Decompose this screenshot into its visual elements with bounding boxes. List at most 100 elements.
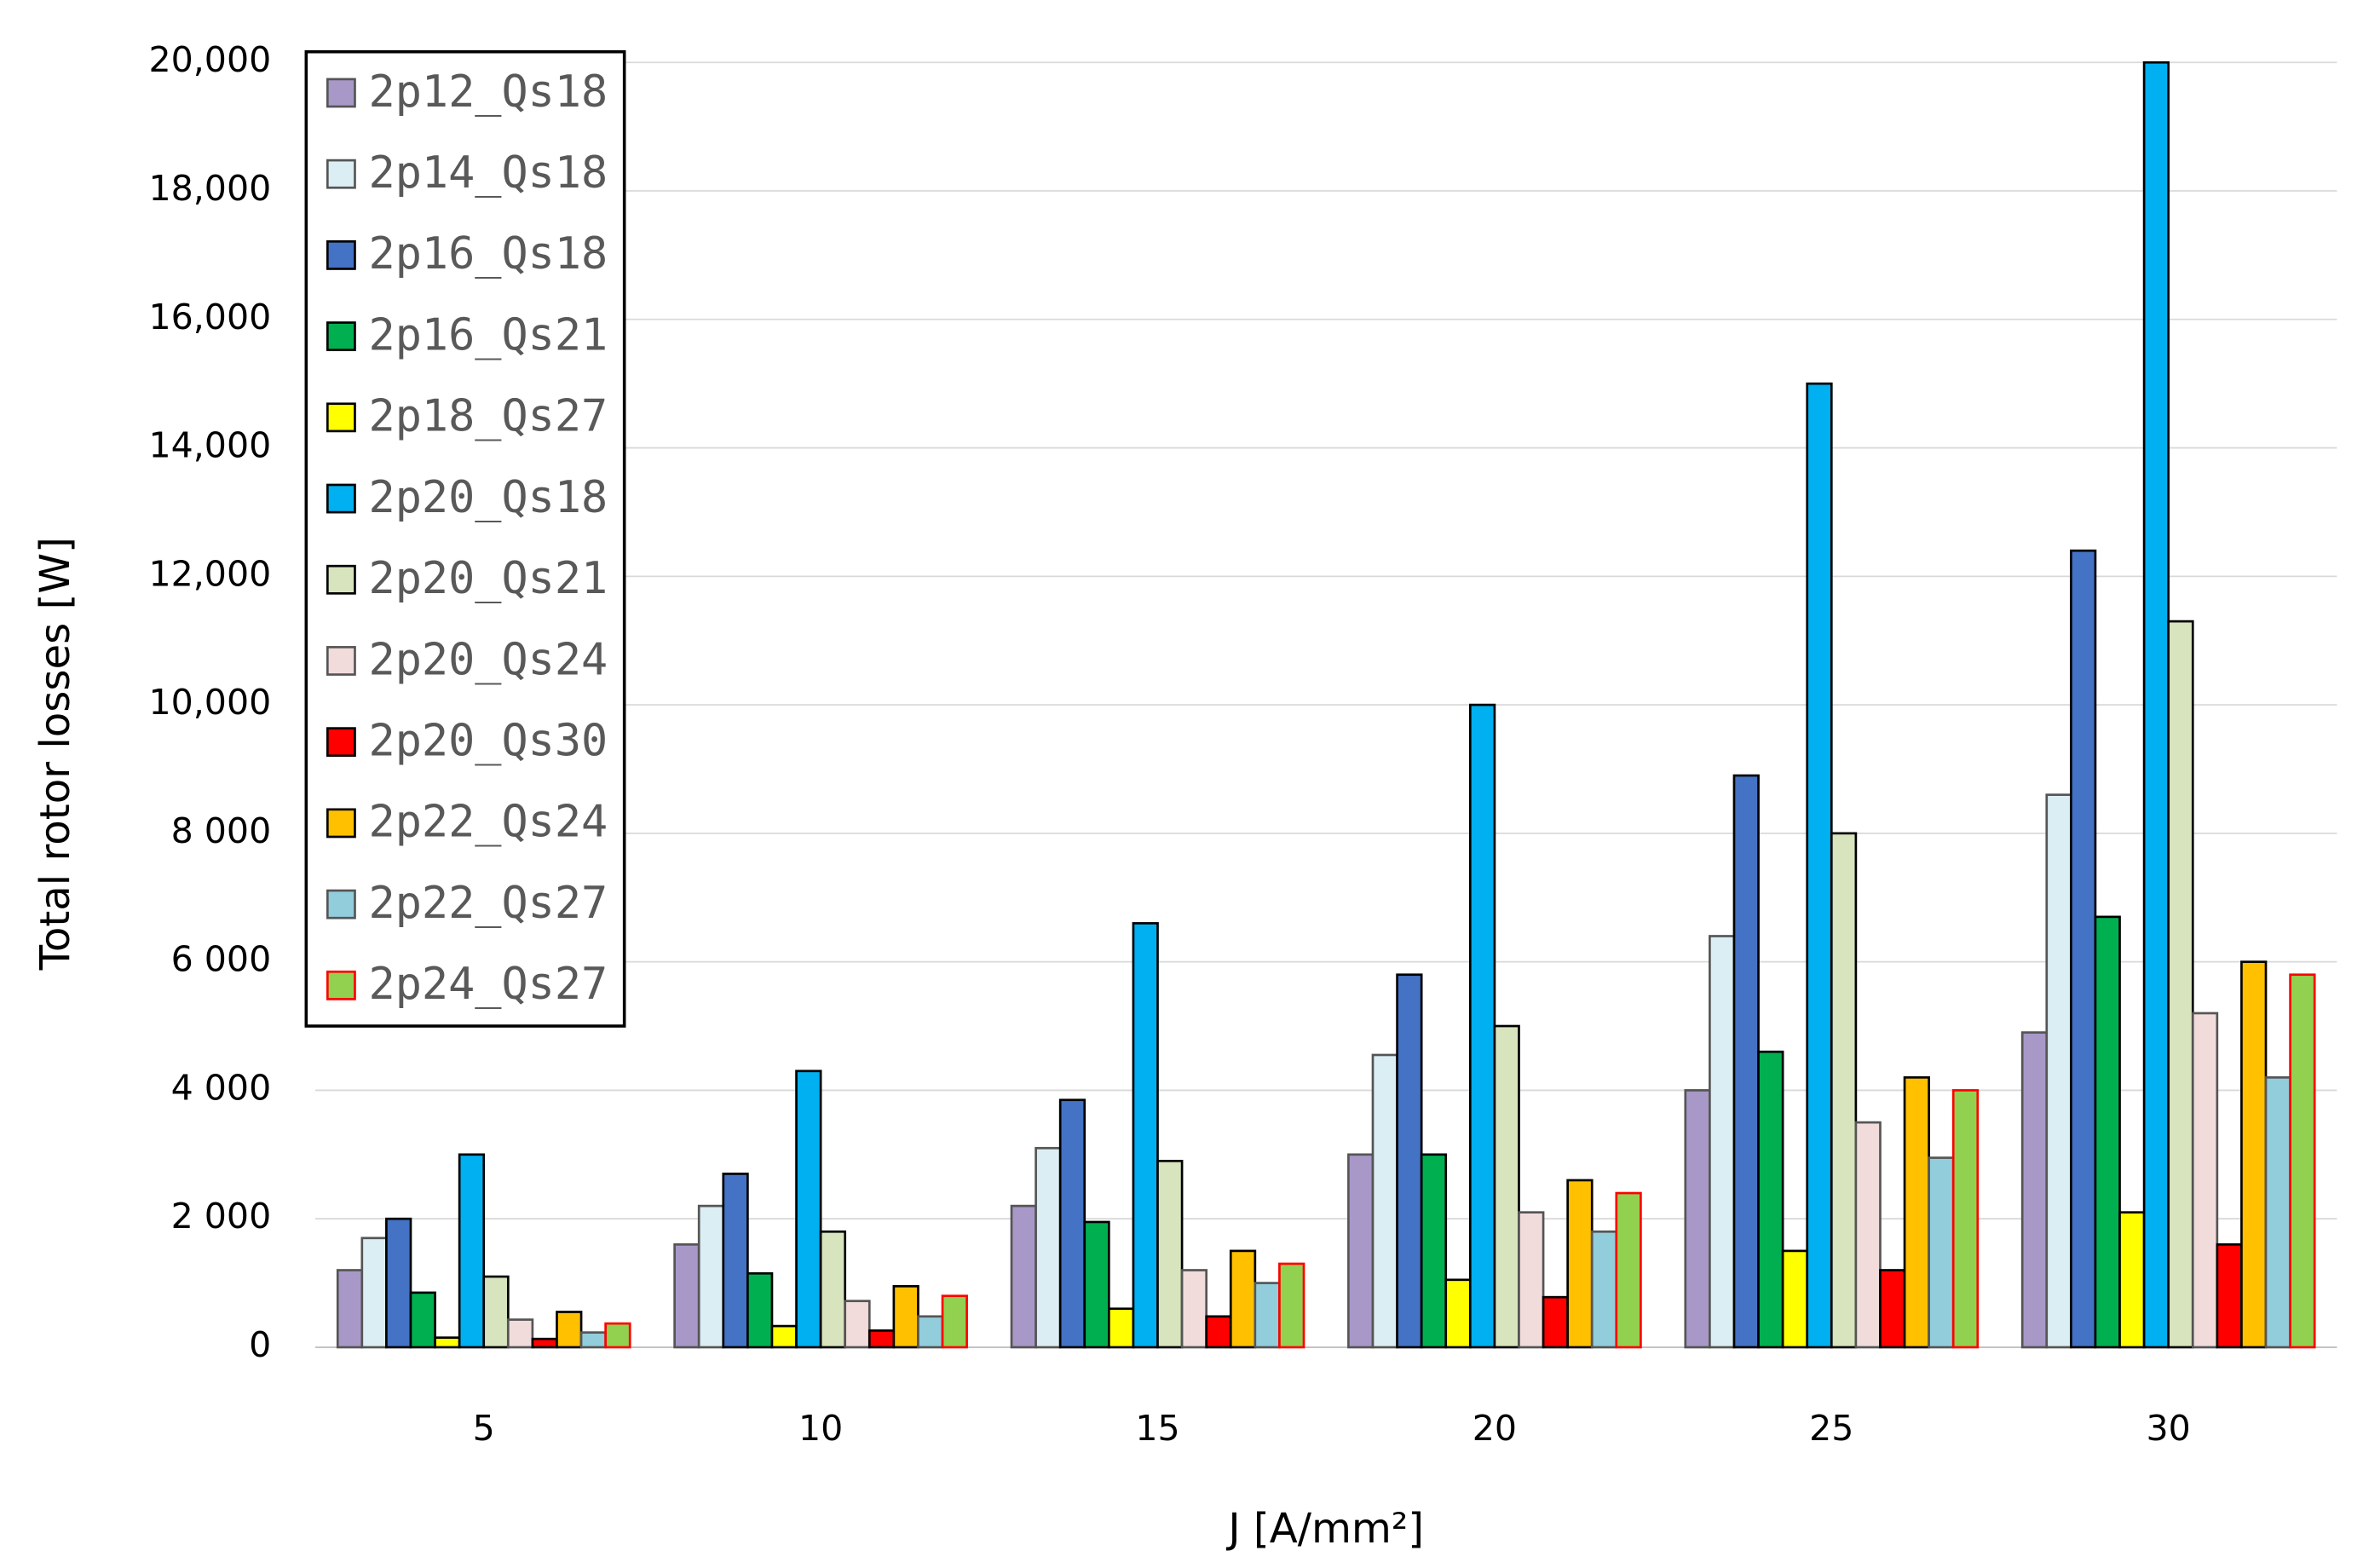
bar bbox=[941, 1294, 968, 1349]
bar bbox=[2118, 1211, 2146, 1349]
y-tick-label: 8 000 bbox=[171, 810, 272, 851]
y-tick-label: 0 bbox=[249, 1324, 271, 1365]
bar bbox=[2216, 1243, 2243, 1349]
y-tick-label: 6 000 bbox=[171, 939, 272, 980]
legend-label: 2p22_Qs24 bbox=[369, 797, 608, 848]
y-tick-label: 20,000 bbox=[148, 39, 271, 80]
bar bbox=[2070, 549, 2097, 1349]
bar bbox=[1806, 382, 1833, 1349]
bar bbox=[1684, 1089, 1711, 1349]
bar bbox=[1205, 1315, 1232, 1349]
legend-swatch bbox=[326, 970, 356, 1000]
x-tick-label: 15 bbox=[1135, 1408, 1179, 1449]
legend-label: 2p16_Qs21 bbox=[369, 309, 608, 360]
legend-label: 2p20_Qs30 bbox=[369, 715, 608, 766]
bar bbox=[1928, 1156, 1955, 1349]
legend-label: 2p22_Qs27 bbox=[369, 878, 608, 929]
x-tick-label: 30 bbox=[2147, 1408, 2191, 1449]
bar bbox=[1566, 1179, 1594, 1349]
bar bbox=[1371, 1053, 1398, 1349]
bar bbox=[2191, 1012, 2219, 1349]
bar bbox=[1396, 973, 1423, 1349]
legend-label: 2p12_Qs18 bbox=[369, 66, 608, 118]
bar bbox=[2045, 793, 2072, 1349]
legend-swatch bbox=[326, 321, 356, 352]
legend-swatch bbox=[326, 646, 356, 676]
bar bbox=[867, 1329, 896, 1349]
bar bbox=[1180, 1269, 1208, 1349]
legend-swatch bbox=[326, 402, 356, 433]
bar bbox=[892, 1285, 919, 1349]
legend-label: 2p24_Qs27 bbox=[369, 959, 608, 1010]
bar bbox=[1518, 1211, 1545, 1349]
bar bbox=[1781, 1249, 1809, 1349]
y-tick-label: 16,000 bbox=[148, 297, 271, 337]
bar bbox=[1156, 1160, 1184, 1349]
bar bbox=[579, 1331, 607, 1349]
bar bbox=[1879, 1269, 1906, 1349]
bar bbox=[556, 1311, 583, 1349]
bar bbox=[2289, 973, 2316, 1349]
legend-swatch bbox=[326, 159, 356, 189]
legend-swatch bbox=[326, 564, 356, 595]
y-tick-label: 2 000 bbox=[171, 1196, 272, 1237]
bar bbox=[1420, 1153, 1448, 1349]
bar bbox=[336, 1269, 364, 1349]
bar bbox=[746, 1271, 774, 1349]
bar bbox=[722, 1173, 749, 1349]
bar bbox=[1254, 1282, 1281, 1349]
y-tick-label: 14,000 bbox=[148, 425, 271, 466]
bar bbox=[360, 1237, 388, 1349]
bar bbox=[819, 1230, 847, 1349]
bar bbox=[1229, 1249, 1257, 1349]
legend-label: 2p20_Qs18 bbox=[369, 472, 608, 523]
bar bbox=[1951, 1089, 1980, 1349]
bar bbox=[795, 1069, 822, 1349]
bar bbox=[1108, 1307, 1135, 1349]
bar bbox=[2142, 61, 2170, 1349]
bar bbox=[1590, 1230, 1618, 1349]
x-tick-label: 5 bbox=[473, 1408, 495, 1449]
x-axis-title: J [A/mm²] bbox=[1225, 1505, 1424, 1553]
y-axis-title: Total rotor losses [W] bbox=[32, 537, 79, 971]
legend-swatch bbox=[326, 727, 356, 758]
bar bbox=[434, 1336, 461, 1349]
bar bbox=[1278, 1262, 1305, 1349]
bar bbox=[385, 1217, 412, 1349]
bar bbox=[482, 1275, 510, 1349]
bar bbox=[2020, 1031, 2049, 1349]
bar bbox=[770, 1324, 798, 1349]
bar bbox=[844, 1300, 871, 1349]
bar bbox=[1493, 1024, 1520, 1349]
legend-label: 2p20_Qs21 bbox=[369, 553, 608, 604]
bar bbox=[2094, 915, 2121, 1349]
legend-label: 2p16_Qs18 bbox=[369, 228, 608, 280]
legend-swatch bbox=[326, 889, 356, 919]
bar bbox=[2240, 960, 2268, 1349]
bar bbox=[2167, 620, 2194, 1349]
legend-label: 2p20_Qs24 bbox=[369, 634, 608, 685]
legend-box bbox=[304, 49, 626, 1028]
bar bbox=[1010, 1204, 1037, 1349]
bar bbox=[409, 1291, 436, 1349]
bar bbox=[531, 1337, 558, 1349]
x-tick-label: 10 bbox=[798, 1408, 843, 1449]
y-tick-label: 10,000 bbox=[148, 682, 271, 723]
bar bbox=[506, 1318, 534, 1349]
bar bbox=[2264, 1076, 2291, 1349]
bar bbox=[458, 1153, 486, 1349]
bar bbox=[1732, 774, 1760, 1349]
bar bbox=[1830, 832, 1858, 1349]
bar bbox=[1542, 1295, 1569, 1349]
bar bbox=[673, 1243, 700, 1349]
legend-label: 2p14_Qs18 bbox=[369, 147, 608, 199]
x-tick-label: 20 bbox=[1473, 1408, 1517, 1449]
y-tick-label: 4 000 bbox=[171, 1067, 272, 1108]
bar bbox=[1615, 1191, 1642, 1349]
bar bbox=[1132, 922, 1159, 1349]
bar bbox=[1444, 1278, 1472, 1349]
legend: 2p12_Qs18 2p14_Qs18 2p16_Qs18 2p16_Qs21 2p18… bbox=[304, 49, 626, 1028]
bar bbox=[1058, 1098, 1086, 1349]
bar bbox=[697, 1204, 725, 1349]
legend-label: 2p18_Qs27 bbox=[369, 391, 608, 442]
